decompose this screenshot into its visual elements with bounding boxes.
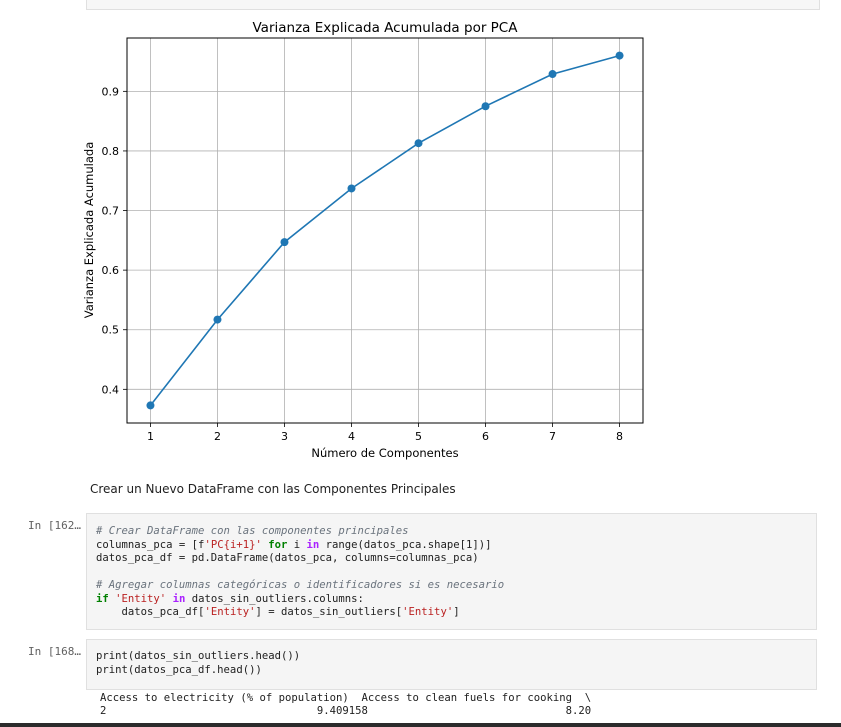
- code-cell-print-head[interactable]: print(datos_sin_outliers.head()) print(da…: [86, 639, 817, 690]
- output-header: Access to electricity (% of population) …: [100, 692, 592, 704]
- code-token: print(datos_sin_outliers.head()): [96, 650, 301, 662]
- y-tick-label: 0.5: [102, 324, 120, 337]
- x-tick-label: 1: [147, 430, 154, 443]
- plot-frame: [126, 37, 644, 424]
- x-tick-label: 7: [549, 430, 556, 443]
- data-point: [615, 51, 624, 60]
- cell-prompt-162: In [162…: [28, 519, 81, 532]
- code-token: ]: [453, 606, 460, 618]
- code-token: i: [287, 538, 307, 551]
- x-tick-label: 8: [616, 430, 623, 443]
- grid: [127, 38, 643, 423]
- code-line: datos_pca_df['Entity'] = datos_sin_outli…: [96, 606, 816, 620]
- code-token: in: [172, 592, 186, 605]
- code-cell-pca-dataframe[interactable]: # Crear DataFrame con las componentes pr…: [86, 513, 817, 630]
- pca-chart: Varianza Explicada Acumulada por PCA 1 2 3…: [82, 20, 644, 460]
- x-tick-label: 2: [214, 430, 221, 443]
- chart-title: Varianza Explicada Acumulada por PCA: [253, 20, 519, 36]
- code-line: columnas_pca = [f'PC{i+1}' for i in rang…: [96, 539, 816, 553]
- code-line: datos_pca_df = pd.DataFrame(datos_pca, c…: [96, 552, 816, 566]
- data-point: [414, 139, 423, 148]
- code-token: [96, 566, 102, 578]
- code-token: range(datos_pca.shape[1])]: [319, 538, 492, 551]
- series-points: [146, 51, 624, 410]
- code-token: columnas_pca = [f: [96, 538, 205, 551]
- output-row: 2 9.409158 8.20: [100, 705, 592, 717]
- x-axis-label: Número de Componentes: [311, 446, 458, 460]
- code-line: print(datos_pca_df.head()): [96, 664, 816, 678]
- y-axis-label: Varianza Explicada Acumulada: [82, 142, 96, 319]
- code-line: # Crear DataFrame con las componentes pr…: [96, 525, 816, 539]
- series-line: [149, 54, 620, 406]
- code-token: datos_pca_df[: [96, 606, 205, 618]
- x-tick-label: 6: [482, 430, 489, 443]
- code-token: for: [268, 538, 288, 551]
- y-tick-label: 0.9: [102, 85, 120, 98]
- x-tick-label: 4: [348, 430, 355, 443]
- code-line: # Agregar columnas categóricas o identif…: [96, 579, 816, 593]
- code-token: ] = datos_sin_outliers[: [255, 606, 403, 618]
- code-editor[interactable]: # Crear DataFrame con las componentes pr…: [87, 525, 816, 620]
- y-tick-label: 0.8: [102, 145, 120, 158]
- y-tick-label: 0.6: [102, 264, 120, 277]
- code-token: # Crear DataFrame con las componentes pr…: [96, 525, 409, 537]
- x-tick-label: 5: [415, 430, 422, 443]
- code-line: print(datos_sin_outliers.head()): [96, 650, 816, 664]
- bottom-bar: [0, 723, 841, 727]
- data-point: [280, 238, 289, 247]
- code-token: in: [306, 538, 320, 551]
- data-point: [146, 401, 155, 410]
- code-token: 'Entity': [115, 592, 167, 605]
- code-token: if: [96, 592, 109, 605]
- data-point: [548, 70, 557, 79]
- code-token: 'Entity': [402, 606, 454, 618]
- x-tick-label: 3: [281, 430, 288, 443]
- code-line: if 'Entity' in datos_sin_outliers.column…: [96, 593, 816, 607]
- data-point: [481, 102, 490, 111]
- code-token: # Agregar columnas categóricas o identif…: [96, 579, 505, 591]
- code-editor[interactable]: print(datos_sin_outliers.head()) print(da…: [87, 650, 816, 677]
- code-token: datos_pca_df = pd.DataFrame(datos_pca, c…: [96, 552, 479, 564]
- code-token: print(datos_pca_df.head()): [96, 663, 262, 676]
- plot-area: [127, 38, 643, 423]
- data-point: [213, 315, 222, 324]
- y-tick-label: 0.7: [102, 205, 120, 218]
- previous-cell-bottom: [86, 0, 820, 10]
- y-tick-label: 0.4: [102, 383, 120, 396]
- code-token: 'PC{i+1}': [204, 538, 262, 551]
- ticks: 1 2 3 4 5 6 7 8 0.4 0.5 0.6 0.7 0.8 0.9: [102, 85, 624, 443]
- cell-output: Access to electricity (% of population) …: [100, 692, 591, 718]
- data-point: [347, 184, 356, 193]
- code-token: datos_sin_outliers.columns:: [185, 592, 364, 605]
- markdown-cell: Crear un Nuevo DataFrame con las Compone…: [90, 482, 456, 496]
- code-line: [96, 566, 816, 580]
- cell-prompt-168: In [168…: [28, 645, 81, 658]
- code-token: 'Entity': [204, 606, 256, 618]
